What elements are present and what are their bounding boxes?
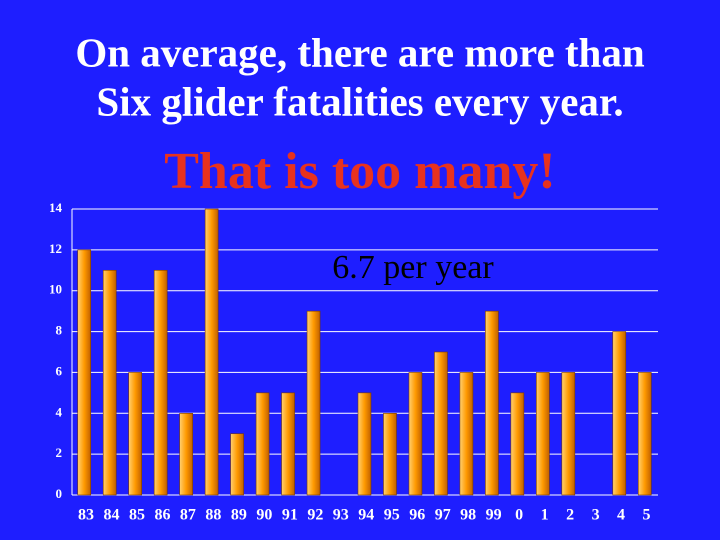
x-tick-label: 5 [643,507,651,524]
y-tick-label: 4 [56,404,63,419]
bar [408,372,423,496]
x-tick-label: 4 [617,507,625,524]
bar [179,412,193,496]
bar [306,310,321,496]
x-tick-label: 94 [358,507,374,524]
bar [357,392,372,496]
bar [434,351,448,496]
x-tick-label: 3 [592,507,600,524]
x-tick-label: 99 [486,507,502,524]
bar [204,208,219,496]
subtitle: That is too many! [164,143,555,200]
y-tick-label: 6 [56,363,63,378]
x-tick-label: 93 [333,507,349,524]
x-tick-label: 88 [205,507,221,524]
title-line: On average, there are more than [75,29,645,75]
y-tick-label: 10 [49,282,62,297]
x-tick-label: 97 [435,507,451,524]
x-tick-label: 83 [78,507,94,524]
bar [255,392,270,496]
x-tick-label: 95 [384,507,400,524]
bar [128,372,142,496]
bar [281,392,295,496]
x-tick-label: 2 [566,507,574,524]
x-tick-label: 85 [129,507,145,524]
y-tick-label: 14 [49,200,63,215]
bar [459,372,474,496]
x-tick-label: 90 [256,507,272,524]
bar [153,269,168,496]
y-tick-label: 0 [56,486,63,501]
bar [77,249,92,496]
bar [612,331,627,496]
x-tick-label: 98 [460,507,476,524]
bar [383,412,397,496]
bar [637,372,652,496]
bar [102,269,117,496]
y-tick-label: 2 [56,445,63,460]
bar [536,372,550,496]
y-tick-label: 12 [49,241,62,256]
x-tick-label: 0 [515,507,523,524]
bar [510,392,525,496]
x-tick-label: 84 [103,507,119,524]
bar [561,372,576,496]
annotation: 6.7 per year [332,249,494,286]
x-tick-label: 87 [180,507,196,524]
x-tick-label: 92 [307,507,323,524]
x-tick-label: 96 [409,507,425,524]
x-tick-label: 1 [541,507,549,524]
bar [230,433,244,496]
x-tick-label: 91 [282,507,298,524]
x-tick-label: 86 [154,507,170,524]
y-tick-label: 8 [56,323,63,338]
bar [485,310,499,496]
title-line: Six glider fatalities every year. [96,78,623,124]
x-tick-label: 89 [231,507,247,524]
